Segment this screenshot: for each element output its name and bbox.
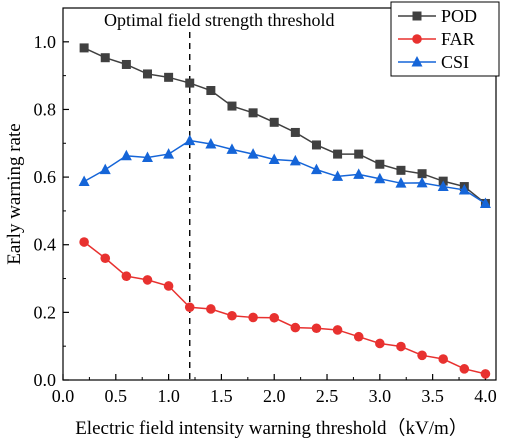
y-tick-label: 0.8 bbox=[34, 99, 57, 119]
data-point-csi bbox=[163, 148, 175, 159]
data-point-pod bbox=[333, 149, 343, 159]
data-point-far bbox=[375, 338, 385, 349]
data-point-csi bbox=[247, 148, 259, 159]
legend-label-csi: CSI bbox=[441, 52, 469, 72]
data-point-far bbox=[227, 310, 237, 321]
series-csi bbox=[78, 134, 491, 208]
data-point-pod bbox=[248, 108, 258, 118]
y-tick-label: 0.2 bbox=[34, 302, 57, 322]
legend-marker-far bbox=[412, 34, 422, 44]
y-tick-label: 0.4 bbox=[34, 235, 57, 255]
legend: POD FAR CSI bbox=[390, 1, 500, 77]
data-point-far bbox=[248, 312, 258, 323]
data-point-far bbox=[206, 304, 216, 314]
data-point-far bbox=[100, 253, 111, 264]
data-point-pod bbox=[206, 86, 216, 96]
data-point-pod bbox=[311, 140, 321, 150]
x-tick-label: 1.5 bbox=[210, 386, 233, 406]
data-point-csi bbox=[268, 153, 280, 165]
data-point-csi bbox=[374, 172, 386, 184]
y-tick-label: 0.6 bbox=[34, 167, 57, 187]
legend-label-pod: POD bbox=[441, 6, 477, 26]
axes: 0.0 0.5 1.0 1.5 2.0 2.5 3.0 3.5 4.0 0.0 0.2 0.4 0.6 0… bbox=[34, 7, 497, 406]
x-tick-label: 0.0 bbox=[52, 386, 75, 406]
data-point-far bbox=[459, 364, 470, 374]
data-point-csi bbox=[141, 151, 153, 162]
data-point-far bbox=[417, 350, 427, 361]
data-point-far bbox=[184, 302, 195, 313]
data-point-far bbox=[332, 325, 343, 335]
data-point-csi bbox=[226, 143, 238, 154]
x-axis-label: Electric field intensity warning thresho… bbox=[75, 417, 468, 439]
annotation-text: Optimal field strength threshold bbox=[104, 10, 334, 30]
data-point-far bbox=[353, 331, 364, 342]
data-point-csi bbox=[120, 149, 132, 161]
y-axis-label: Early warning rate bbox=[4, 123, 25, 264]
x-tick-label: 2.0 bbox=[263, 386, 286, 406]
legend-marker-csi bbox=[411, 56, 423, 67]
series-line-csi bbox=[83, 139, 486, 205]
data-point-csi bbox=[205, 137, 217, 149]
data-point-pod bbox=[227, 101, 237, 111]
data-point-csi bbox=[353, 168, 365, 179]
data-point-pod bbox=[375, 159, 385, 169]
x-tick-label: 3.0 bbox=[369, 386, 392, 406]
x-tick-label: 1.0 bbox=[157, 386, 180, 406]
series-far bbox=[79, 237, 491, 379]
data-point-far bbox=[121, 271, 132, 281]
x-tick-label: 0.5 bbox=[105, 386, 128, 406]
data-point-pod bbox=[185, 78, 195, 88]
data-point-pod bbox=[142, 69, 152, 79]
data-point-pod bbox=[79, 43, 89, 53]
legend-label-far: FAR bbox=[441, 29, 475, 49]
data-point-far bbox=[396, 341, 406, 352]
data-point-far bbox=[79, 237, 89, 247]
data-point-csi bbox=[78, 175, 90, 186]
data-point-pod bbox=[100, 53, 110, 63]
legend-marker-pod bbox=[412, 11, 422, 21]
data-point-pod bbox=[164, 72, 174, 82]
x-tick-label: 4.0 bbox=[474, 386, 497, 406]
plot-frame bbox=[62, 7, 497, 381]
data-point-csi bbox=[310, 163, 322, 175]
x-tick-label: 2.5 bbox=[316, 386, 339, 406]
data-point-far bbox=[480, 369, 491, 379]
data-point-csi bbox=[289, 154, 301, 166]
data-point-csi bbox=[479, 197, 491, 208]
data-point-pod bbox=[269, 117, 279, 127]
data-point-far bbox=[290, 322, 301, 333]
annotation: Optimal field strength threshold bbox=[104, 10, 334, 380]
series bbox=[78, 43, 491, 379]
y-tick-label: 0.0 bbox=[34, 370, 57, 390]
data-point-pod bbox=[290, 127, 300, 137]
data-point-csi bbox=[184, 134, 196, 146]
data-point-pod bbox=[396, 165, 406, 175]
x-tick-label: 3.5 bbox=[421, 386, 444, 406]
data-point-csi bbox=[458, 183, 470, 195]
data-point-csi bbox=[395, 177, 407, 188]
data-point-far bbox=[438, 354, 448, 364]
data-point-csi bbox=[437, 180, 449, 192]
data-point-csi bbox=[416, 176, 428, 188]
data-point-pod bbox=[354, 149, 364, 159]
data-point-pod bbox=[417, 169, 427, 179]
data-point-pod bbox=[121, 59, 131, 69]
data-point-far bbox=[311, 323, 322, 334]
data-point-far bbox=[142, 275, 153, 285]
data-point-far bbox=[269, 312, 280, 323]
data-point-csi bbox=[99, 163, 111, 175]
data-point-far bbox=[163, 281, 174, 291]
y-tick-label: 1.0 bbox=[34, 32, 57, 52]
data-point-csi bbox=[332, 170, 344, 181]
